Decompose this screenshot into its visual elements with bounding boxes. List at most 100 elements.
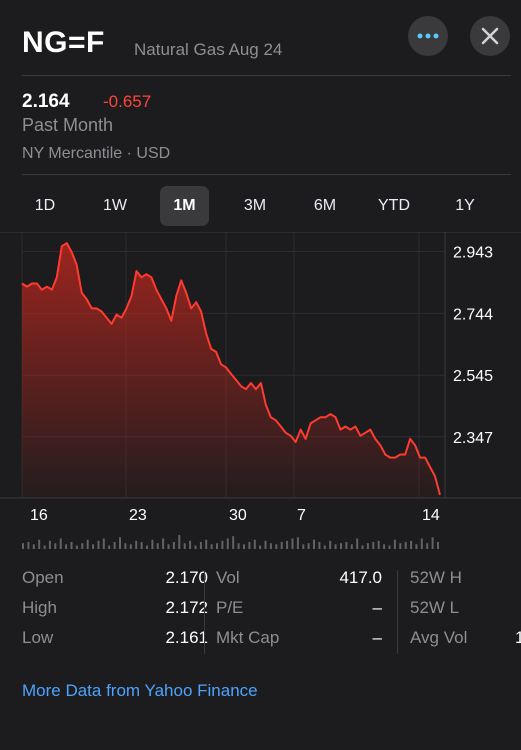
- volume-bar: [205, 539, 208, 549]
- close-button[interactable]: [470, 16, 510, 56]
- stat-vol-label: Vol: [216, 568, 240, 587]
- volume-bar: [248, 542, 251, 549]
- volume-bar: [210, 544, 213, 549]
- volume-bar: [302, 544, 305, 549]
- volume-bar: [388, 545, 391, 549]
- x-tick-label: 16: [30, 507, 48, 524]
- y-tick-label: 2.744: [453, 306, 493, 323]
- y-tick-label: 2.545: [453, 368, 493, 385]
- volume-bar: [404, 542, 407, 549]
- close-icon: [481, 27, 499, 45]
- exchange-currency: NY Mercantile · USD: [22, 145, 171, 162]
- volume-bar: [70, 542, 73, 549]
- volume-bar: [172, 542, 175, 549]
- volume-bar: [151, 539, 154, 549]
- volume-bar: [431, 537, 434, 549]
- price-line: [21, 242, 441, 496]
- volume-bar: [420, 538, 423, 549]
- stat-mktcap-label: Mkt Cap: [216, 628, 280, 647]
- volume-bar: [393, 539, 396, 549]
- y-tick-label: 2.943: [453, 245, 493, 262]
- stat-pe-label: P/E: [216, 598, 244, 617]
- volume-bar: [75, 545, 78, 549]
- volume-bar: [410, 540, 413, 549]
- volume-bar: [415, 544, 418, 549]
- header-divider: [22, 75, 511, 76]
- volume-bar: [119, 537, 121, 549]
- tab-6m[interactable]: 6M: [313, 197, 337, 214]
- tab-3m[interactable]: 3M: [243, 197, 267, 214]
- volume-bar: [65, 544, 68, 549]
- stats-separator: [397, 570, 398, 654]
- volume-bar: [253, 539, 256, 549]
- volume-bar: [135, 540, 138, 549]
- volume-bar: [345, 542, 348, 549]
- stat-52wh-label: 52W H: [410, 568, 462, 587]
- volume-bar: [189, 540, 192, 549]
- price-chart[interactable]: 2.943 2.744 2.545 2.347 16 23 30 7 14: [0, 232, 521, 554]
- current-price: 2.164: [22, 91, 70, 112]
- tab-1d[interactable]: 1D: [34, 197, 56, 214]
- tab-ytd[interactable]: YTD: [378, 197, 410, 214]
- volume-bar: [167, 544, 170, 549]
- volume-bar: [286, 540, 289, 549]
- volume-bar: [313, 539, 315, 549]
- yahoo-finance-link[interactable]: More Data from Yahoo Finance: [22, 681, 258, 700]
- tab-1y[interactable]: 1Y: [455, 197, 475, 214]
- tab-1w[interactable]: 1W: [103, 197, 127, 214]
- volume-bar: [22, 543, 24, 549]
- volume-bar: [162, 538, 165, 549]
- volume-bar: [146, 545, 148, 549]
- x-tick-label: 30: [229, 507, 247, 524]
- stat-52wl-label: 52W L: [410, 598, 460, 617]
- volume-bar: [399, 543, 402, 549]
- volume-bar: [183, 543, 186, 549]
- y-tick-label: 2.347: [453, 430, 493, 447]
- ellipsis-icon: [417, 33, 439, 39]
- stat-avgvol-label: Avg Vol: [410, 628, 468, 647]
- period-label: Past Month: [22, 115, 114, 135]
- ticker-symbol: NG=F: [22, 26, 105, 59]
- volume-bar: [291, 538, 294, 549]
- price-area: [22, 243, 440, 498]
- volume-bar: [356, 538, 359, 549]
- volume-bar: [232, 536, 235, 549]
- volume-bar: [377, 540, 380, 549]
- volume-bar: [102, 538, 105, 549]
- volume-bar: [307, 543, 310, 549]
- volume-bar: [318, 542, 321, 549]
- volume-bar: [350, 544, 353, 549]
- volume-bar: [129, 544, 132, 549]
- volume-bar: [264, 540, 267, 549]
- stat-mktcap-value: –: [372, 628, 382, 647]
- volume-bar: [86, 539, 89, 549]
- stats-separator: [204, 570, 205, 654]
- x-tick-label: 7: [297, 507, 306, 524]
- volume-bar: [259, 545, 262, 549]
- x-tick-label: 14: [422, 507, 440, 524]
- volume-bar: [48, 540, 51, 549]
- volume-bar: [178, 535, 181, 549]
- stat-low-label: Low: [22, 628, 54, 647]
- volume-bar: [329, 540, 332, 549]
- volume-bar: [437, 542, 439, 549]
- volume-bar: [237, 543, 240, 549]
- tab-1m[interactable]: 1M: [160, 186, 209, 226]
- volume-bar: [97, 540, 100, 549]
- volume-bar: [199, 542, 202, 549]
- stat-open-label: Open: [22, 568, 64, 587]
- volume-bar: [108, 545, 111, 549]
- range-selector: 1D 1W 1M 3M 6M YTD 1Y: [20, 186, 515, 226]
- volume-bar: [113, 542, 116, 549]
- volume-bar: [221, 540, 224, 549]
- more-options-button[interactable]: [408, 16, 448, 56]
- volume-bar: [383, 544, 386, 549]
- volume-bar: [59, 538, 62, 549]
- volume-bar: [194, 545, 197, 549]
- stat-vol-value: 417.0: [339, 568, 382, 587]
- stat-open-value: 2.170: [165, 568, 208, 587]
- volume-bar: [340, 543, 342, 549]
- x-tick-label: 23: [129, 507, 147, 524]
- stat-high-value: 2.172: [165, 598, 208, 617]
